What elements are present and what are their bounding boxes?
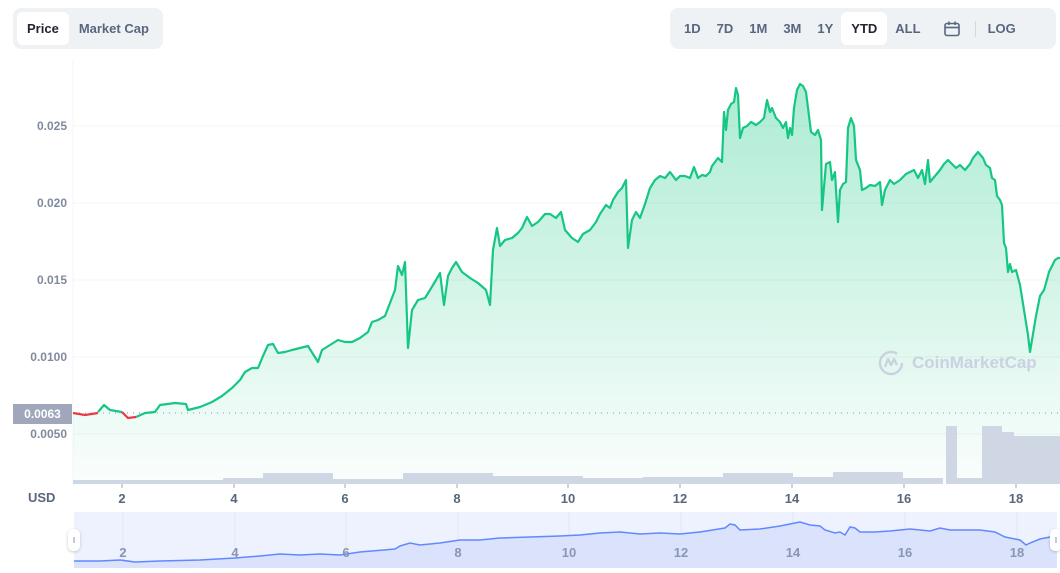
- y-tick-label: 0.015: [36, 273, 67, 287]
- chart-type-toggle: Price Market Cap: [13, 8, 163, 49]
- x-tick-label: 8: [453, 491, 461, 506]
- x-tick-label: 10: [560, 491, 576, 506]
- time-range-selector: 1D 7D 1M 3M 1Y YTD ALL LOG: [670, 8, 1056, 49]
- navigator-tick-label: 12: [673, 545, 689, 560]
- x-tick-label: 4: [230, 491, 238, 506]
- x-tick-label: 16: [896, 491, 912, 506]
- navigator-tick-label: 18: [1009, 545, 1025, 560]
- current-price-tag: 0.0063: [13, 404, 72, 424]
- range-all-button[interactable]: ALL: [895, 21, 921, 36]
- date-picker-button[interactable]: [935, 12, 969, 45]
- range-1m-button[interactable]: 1M: [749, 21, 768, 36]
- navigator-right-handle[interactable]: ‖: [1050, 529, 1060, 551]
- range-3m-button[interactable]: 3M: [783, 21, 802, 36]
- range-1y-button[interactable]: 1Y: [817, 21, 834, 36]
- x-tick-label: 2: [118, 491, 126, 506]
- coinmarketcap-logo-icon: [878, 350, 904, 376]
- market-cap-tab[interactable]: Market Cap: [78, 21, 149, 36]
- navigator-tick-label: 6: [342, 545, 350, 560]
- y-tick-label: 0.025: [36, 119, 67, 133]
- x-tick-label: 14: [784, 491, 800, 506]
- navigator-tick-label: 10: [561, 545, 577, 560]
- log-scale-button[interactable]: LOG: [987, 21, 1016, 36]
- x-tick-label: 18: [1008, 491, 1024, 506]
- currency-label: USD: [28, 490, 56, 505]
- volume-bars: [73, 426, 1060, 484]
- y-tick-label: 0.0100: [30, 350, 67, 364]
- price-area: [73, 84, 1060, 485]
- coinmarketcap-watermark: CoinMarketCap: [878, 350, 1037, 376]
- price-tab[interactable]: Price: [17, 12, 69, 45]
- navigator-tick-label: 8: [454, 545, 462, 560]
- y-tick-label: 0.0050: [30, 427, 67, 441]
- price-line-down: [72, 411, 137, 420]
- y-tick-label: 0.020: [36, 196, 67, 210]
- calendar-icon: [943, 21, 960, 36]
- navigator-tick-label: 4: [231, 545, 239, 560]
- navigator-tick-label: 14: [785, 545, 801, 560]
- price-line: [97, 82, 1060, 419]
- toolbar-divider: [974, 20, 976, 37]
- x-ticks: [121, 484, 1017, 488]
- navigator-tick-label: 16: [897, 545, 913, 560]
- navigator-tick-label: 2: [119, 545, 127, 560]
- x-tick-label: 12: [672, 491, 688, 506]
- watermark-text: CoinMarketCap: [912, 353, 1037, 372]
- range-ytd-button[interactable]: YTD: [841, 12, 888, 45]
- range-7d-button[interactable]: 7D: [716, 21, 734, 36]
- range-1d-button[interactable]: 1D: [684, 21, 701, 36]
- navigator[interactable]: [74, 512, 1058, 568]
- navigator-left-handle[interactable]: ‖: [68, 529, 80, 551]
- x-tick-label: 6: [341, 491, 349, 506]
